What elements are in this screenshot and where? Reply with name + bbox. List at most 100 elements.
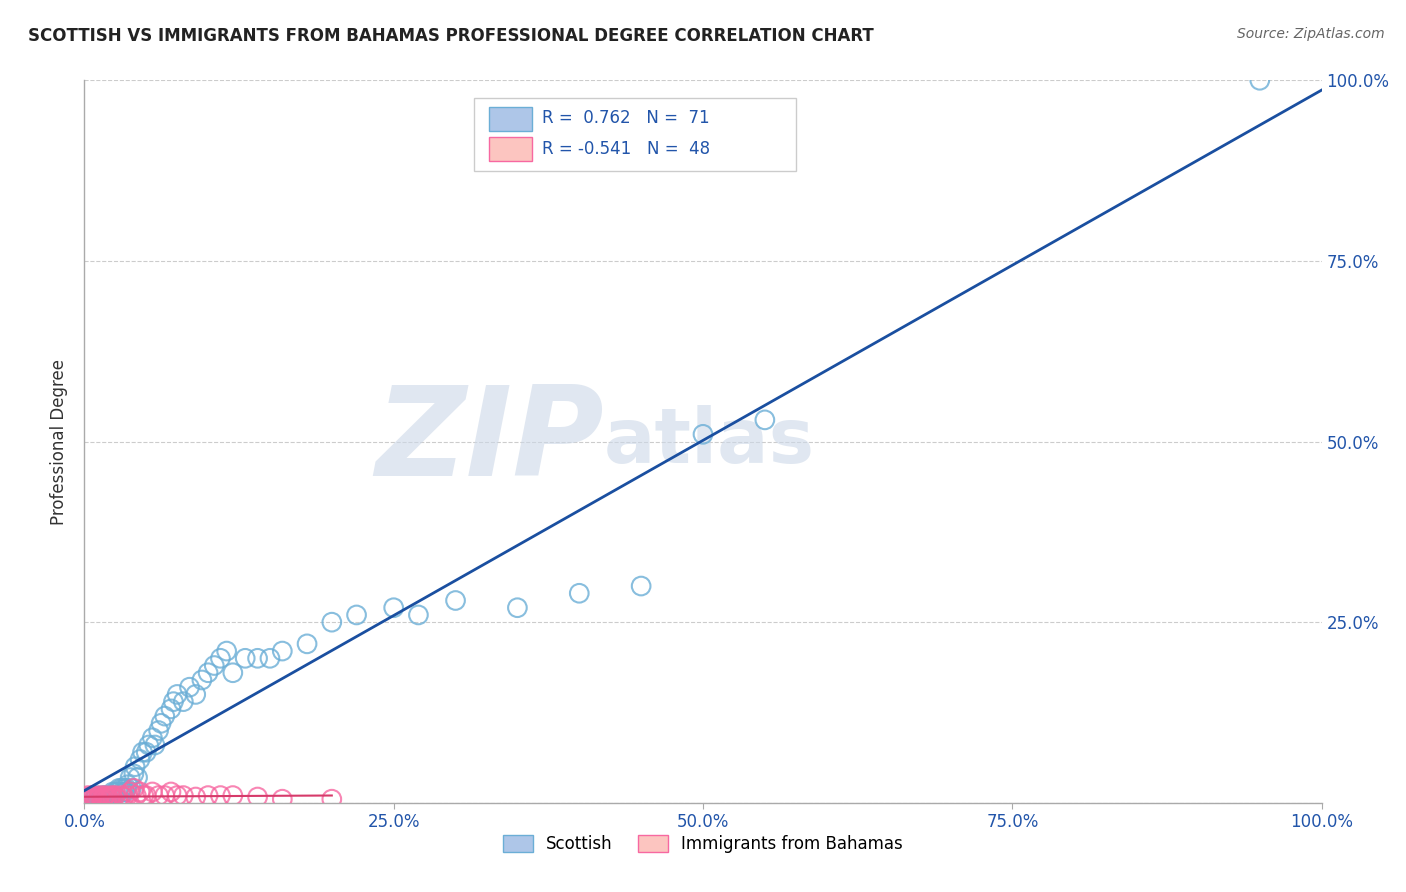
Point xyxy=(107,785,129,799)
Point xyxy=(75,790,97,805)
FancyBboxPatch shape xyxy=(489,107,533,131)
Point xyxy=(246,790,269,805)
Point xyxy=(630,579,652,593)
Point xyxy=(259,651,281,665)
Point xyxy=(112,781,135,796)
Point xyxy=(132,789,155,803)
Point xyxy=(80,792,103,806)
Point xyxy=(103,789,125,803)
Point xyxy=(184,687,207,701)
Point xyxy=(108,781,131,796)
Point xyxy=(84,790,107,805)
Point xyxy=(191,673,214,687)
Legend: Scottish, Immigrants from Bahamas: Scottish, Immigrants from Bahamas xyxy=(496,828,910,860)
Point xyxy=(125,789,148,803)
Point xyxy=(692,427,714,442)
Point xyxy=(97,790,120,805)
Point xyxy=(444,593,467,607)
Point xyxy=(131,745,153,759)
Point xyxy=(162,695,184,709)
Point xyxy=(150,716,173,731)
Point xyxy=(138,738,160,752)
Point xyxy=(166,789,188,803)
Point xyxy=(82,789,104,803)
Point xyxy=(104,785,127,799)
Text: Source: ZipAtlas.com: Source: ZipAtlas.com xyxy=(1237,27,1385,41)
Point xyxy=(100,789,122,803)
Point xyxy=(114,785,136,799)
Point xyxy=(321,792,343,806)
Point xyxy=(246,651,269,665)
Point xyxy=(153,789,176,803)
Point xyxy=(93,790,115,805)
Point xyxy=(83,792,105,806)
Point xyxy=(197,789,219,803)
Point xyxy=(141,785,163,799)
Point xyxy=(79,792,101,806)
Point xyxy=(382,600,405,615)
Point xyxy=(129,785,152,799)
Point xyxy=(84,790,107,805)
Point xyxy=(96,792,118,806)
Point xyxy=(179,680,201,694)
Point xyxy=(120,785,142,799)
Point xyxy=(111,785,134,799)
Point xyxy=(96,790,118,805)
Point xyxy=(120,781,142,796)
Point xyxy=(172,789,194,803)
Point xyxy=(87,792,110,806)
Point xyxy=(197,665,219,680)
Point xyxy=(86,789,108,803)
Point xyxy=(98,792,121,806)
Point xyxy=(127,771,149,785)
Point xyxy=(271,644,294,658)
Point xyxy=(77,789,100,803)
Point xyxy=(346,607,368,622)
Point xyxy=(295,637,318,651)
Point xyxy=(321,615,343,630)
Point xyxy=(87,792,110,806)
Point xyxy=(110,781,132,796)
Point xyxy=(79,792,101,806)
Point xyxy=(117,789,139,803)
Point xyxy=(110,789,132,803)
Point xyxy=(86,792,108,806)
Point xyxy=(215,644,238,658)
Point xyxy=(73,792,96,806)
Point xyxy=(124,760,146,774)
Point xyxy=(120,771,142,785)
Point xyxy=(89,792,111,806)
Point xyxy=(148,789,170,803)
Point xyxy=(90,790,112,805)
Point xyxy=(101,785,124,799)
Point xyxy=(271,792,294,806)
FancyBboxPatch shape xyxy=(489,137,533,161)
Point xyxy=(89,790,111,805)
Point xyxy=(89,789,111,803)
Point xyxy=(160,785,183,799)
Y-axis label: Professional Degree: Professional Degree xyxy=(51,359,69,524)
Point xyxy=(76,792,98,806)
Point xyxy=(143,738,166,752)
Point xyxy=(122,781,145,796)
Point xyxy=(91,789,114,803)
Point xyxy=(135,745,157,759)
Point xyxy=(98,789,121,803)
Point xyxy=(233,651,256,665)
Point xyxy=(98,790,121,805)
Point xyxy=(82,789,104,803)
Point xyxy=(90,792,112,806)
Point xyxy=(222,665,245,680)
Point xyxy=(148,723,170,738)
Point xyxy=(89,790,111,805)
Point xyxy=(202,658,225,673)
Point xyxy=(79,790,101,805)
Point xyxy=(129,752,152,766)
Point xyxy=(172,695,194,709)
Point xyxy=(98,792,121,806)
Point xyxy=(104,789,127,803)
Point xyxy=(100,789,122,803)
Point xyxy=(222,789,245,803)
Point xyxy=(184,790,207,805)
FancyBboxPatch shape xyxy=(474,98,796,170)
